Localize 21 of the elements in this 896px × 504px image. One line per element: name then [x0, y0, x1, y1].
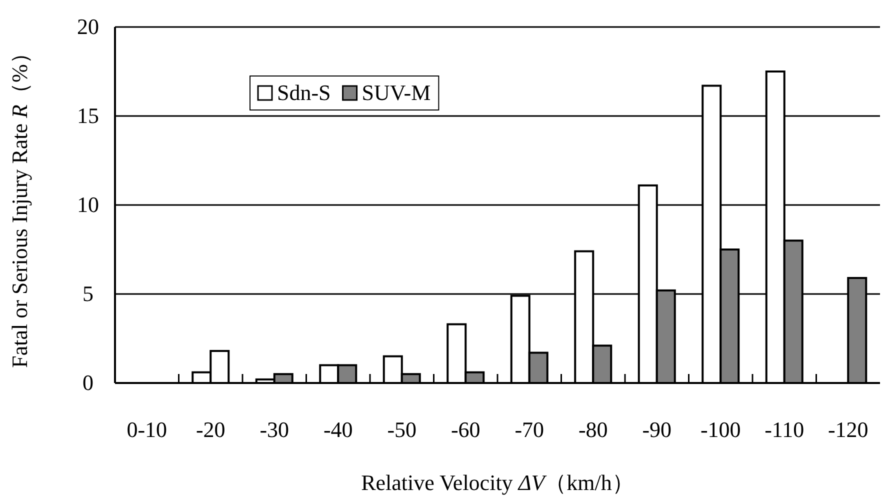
x-tick-label: -70: [514, 417, 544, 442]
x-tick-label: -80: [578, 417, 608, 442]
x-axis-title: Relative Velocity ΔV（km/h）: [361, 470, 634, 495]
y-axis-title: Fatal or Serious Injury Rate R（%）: [7, 42, 32, 368]
y-tick-label: 5: [82, 281, 94, 306]
x-tick-label: 0-10: [126, 417, 168, 442]
legend-label: SUV-M: [362, 80, 431, 105]
x-tick-label: -110: [764, 417, 804, 442]
y-tick-label: 0: [82, 370, 94, 395]
y-tick-label: 10: [77, 192, 99, 217]
x-tick-label: -120: [828, 417, 868, 442]
x-tick-label: -90: [642, 417, 672, 442]
x-tick-label: -30: [260, 417, 290, 442]
y-tick-label: 20: [77, 14, 99, 39]
x-tick-label: -50: [387, 417, 417, 442]
legend-label: Sdn-S: [277, 80, 331, 105]
x-tick-label: -100: [700, 417, 741, 442]
x-tick-label: -20: [196, 417, 226, 442]
y-tick-label: 15: [77, 103, 99, 128]
x-tick-label: -40: [323, 417, 353, 442]
x-tick-label: -60: [450, 417, 480, 442]
